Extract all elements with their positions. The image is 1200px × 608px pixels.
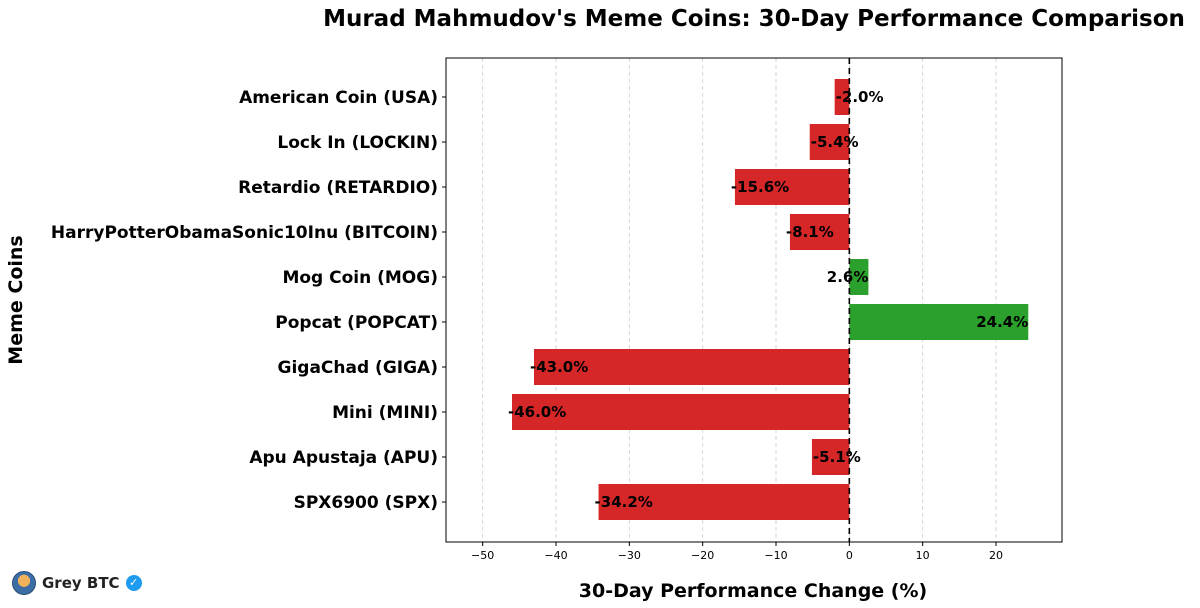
bar [809,124,850,160]
x-tick-label: 20 [989,549,1003,562]
x-tick-label: 10 [916,549,930,562]
y-axis-title: Meme Coins [5,235,27,364]
x-tick-label: −10 [764,549,787,562]
category-label: Retardio (RETARDIO) [238,178,438,198]
bar [849,259,869,295]
bar [534,349,850,385]
category-label: HarryPotterObamaSonic10Inu (BITCOIN) [51,223,438,243]
category-label: Lock In (LOCKIN) [277,133,438,153]
category-label: American Coin (USA) [239,88,438,108]
data-label: -15.6% [731,178,789,196]
x-tick-label: 0 [846,549,853,562]
avatar-icon [12,571,36,595]
bar [598,484,850,520]
x-axis-title: 30-Day Performance Change (%) [579,580,927,602]
bars [512,79,1029,520]
category-label: Popcat (POPCAT) [275,313,438,333]
x-tick-label: −30 [618,549,641,562]
category-label: Apu Apustaja (APU) [249,448,438,468]
bar [811,439,850,475]
bar [512,394,850,430]
x-ticks: −50 −40 −30 −20 −10 0 10 20 [471,542,1003,562]
category-label: GigaChad (GIGA) [278,358,439,378]
verified-badge-icon: ✓ [125,575,142,591]
data-label: -46.0% [508,403,566,421]
bar [789,214,850,250]
data-label: -5.1% [813,448,861,466]
chart-title: Murad Mahmudov's Meme Coins: 30-Day Perf… [323,6,1185,32]
data-label: -2.0% [836,88,884,106]
category-label: SPX6900 (SPX) [294,493,438,513]
grid-lines [482,58,997,542]
data-label: -43.0% [530,358,588,376]
watermark-name: Grey BTC [42,574,120,592]
watermark: Grey BTC ✓ [12,571,142,595]
data-label: -5.4% [811,133,859,151]
x-tick-label: −50 [471,549,494,562]
data-label: -8.1% [786,223,834,241]
data-label: 2.6% [827,268,869,286]
plot-frame [445,57,1063,543]
category-labels: American Coin (USA) Lock In (LOCKIN) Retar… [51,88,446,513]
x-tick-label: −20 [691,549,714,562]
category-label: Mini (MINI) [332,403,438,423]
bar [734,169,850,205]
x-tick-label: −40 [544,549,567,562]
category-label: Mog Coin (MOG) [282,268,438,288]
data-labels: -2.0% -5.4% -15.6% -8.1% 2.6% 24.4% -43.0% -46.… [508,88,1028,511]
data-label: 24.4% [976,313,1028,331]
bar [849,304,1029,340]
data-label: -34.2% [595,493,653,511]
bar [834,79,850,115]
